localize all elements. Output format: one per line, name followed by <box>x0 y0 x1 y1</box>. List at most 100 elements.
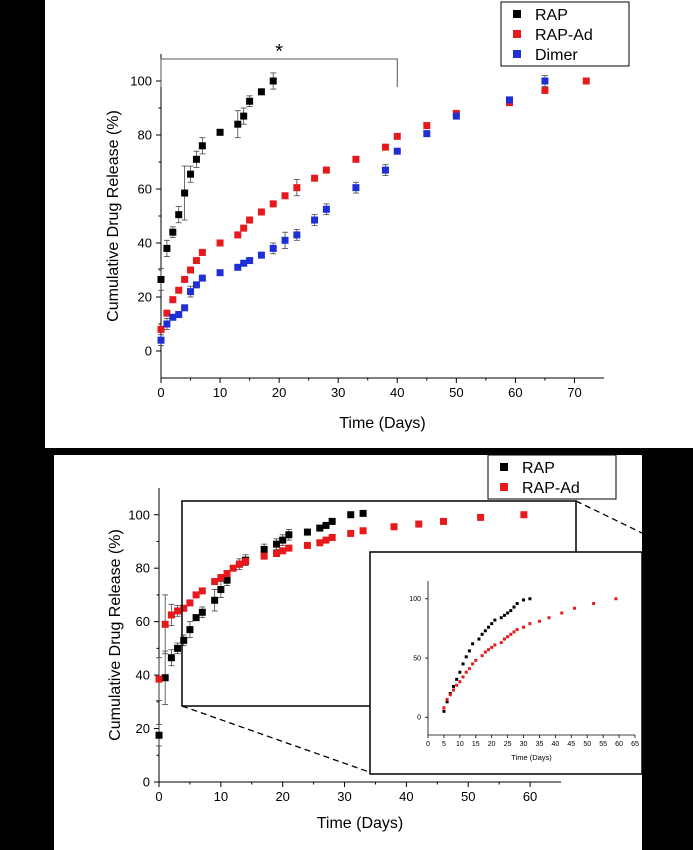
data-point <box>467 649 471 653</box>
data-point <box>467 667 471 671</box>
x-tick-label: 0 <box>155 789 162 804</box>
data-point <box>257 208 265 216</box>
x-tick-label: 20 <box>272 385 286 400</box>
data-point <box>229 564 237 572</box>
data-point <box>322 205 330 213</box>
data-point <box>528 622 532 626</box>
y-tick-label: 40 <box>136 668 150 683</box>
x-axis-title: Time (Days) <box>317 815 404 832</box>
data-point <box>198 248 206 256</box>
x-tick-label: 60 <box>508 385 522 400</box>
y-tick-label: 0 <box>417 715 421 722</box>
data-point <box>537 619 541 623</box>
data-point <box>273 549 281 557</box>
data-point <box>269 200 277 208</box>
data-point <box>311 216 319 224</box>
data-point <box>240 259 248 267</box>
data-point <box>217 574 225 582</box>
data-point <box>217 586 225 594</box>
y-tick-label: 60 <box>138 182 152 197</box>
data-point <box>471 662 475 666</box>
panel-a: 0 10 20 30 40 50 60 70 0 20 40 60 80 100 * Time (Days) C… <box>45 0 693 448</box>
y-axis-title: Cumulative Drug Release (%) <box>105 110 122 322</box>
data-point <box>439 517 447 525</box>
data-point <box>198 142 206 150</box>
legend-marker <box>513 50 521 58</box>
data-point <box>155 731 163 739</box>
legend-b: RAP RAP-Ad <box>487 455 617 500</box>
significance-star: * <box>275 41 283 63</box>
data-point <box>246 257 254 265</box>
data-point <box>471 642 475 646</box>
data-point <box>242 558 250 565</box>
data-point <box>415 520 423 528</box>
x-tick-label: 0 <box>157 385 164 400</box>
data-point <box>452 112 460 120</box>
data-point <box>187 266 195 274</box>
data-point <box>169 296 177 304</box>
data-point <box>480 632 484 636</box>
data-point <box>235 560 243 568</box>
data-point <box>240 112 248 120</box>
series-1 <box>155 511 528 701</box>
data-point <box>311 174 319 182</box>
data-point <box>285 544 293 552</box>
data-point <box>285 531 293 539</box>
series-0 <box>155 509 367 747</box>
data-point <box>163 320 171 328</box>
data-point <box>192 155 200 163</box>
data-point <box>515 628 519 632</box>
data-point <box>359 509 367 517</box>
data-point <box>234 231 242 239</box>
y-tick-label: 20 <box>138 290 152 305</box>
data-point <box>512 630 516 634</box>
data-point <box>303 528 311 536</box>
data-point <box>509 632 513 636</box>
y-tick-label: 20 <box>136 721 150 736</box>
data-point <box>474 658 478 662</box>
zoom-connector-bottom <box>181 705 373 774</box>
inset-x-axis-title: Time (Days) <box>511 753 552 762</box>
x-tick-label: 10 <box>456 741 464 748</box>
data-point <box>174 644 182 652</box>
data-point <box>448 693 452 697</box>
x-tick-label: 20 <box>488 741 496 748</box>
x-tick-label: 30 <box>520 741 528 748</box>
data-point <box>161 620 169 628</box>
x-tick-label: 30 <box>331 385 345 400</box>
data-point <box>180 636 188 644</box>
data-point <box>234 120 242 128</box>
data-point <box>499 641 503 645</box>
data-point <box>216 128 224 136</box>
data-point <box>192 614 200 622</box>
data-point <box>157 275 165 283</box>
data-point <box>234 263 242 271</box>
data-point <box>458 680 462 684</box>
data-point <box>328 517 336 525</box>
data-point <box>614 597 618 601</box>
data-point <box>269 77 277 85</box>
data-point <box>451 684 455 688</box>
data-point <box>393 132 401 140</box>
y-tick-label: 100 <box>409 596 421 603</box>
data-point <box>281 192 289 200</box>
series-0 <box>157 72 277 291</box>
data-point <box>257 251 265 259</box>
data-point <box>483 650 487 654</box>
x-tick-label: 40 <box>551 741 559 748</box>
data-point <box>393 147 401 155</box>
x-tick-label: 20 <box>275 789 289 804</box>
data-point <box>512 605 516 609</box>
data-point <box>487 625 491 629</box>
data-point <box>328 533 336 541</box>
data-point <box>322 166 330 174</box>
series-2 <box>157 75 549 347</box>
data-point <box>347 511 355 519</box>
data-point <box>423 122 431 130</box>
data-point <box>293 231 301 239</box>
data-point <box>175 286 183 294</box>
data-point <box>192 257 200 265</box>
data-point <box>240 224 248 232</box>
data-point <box>155 675 163 683</box>
x-tick-label: 10 <box>213 385 227 400</box>
